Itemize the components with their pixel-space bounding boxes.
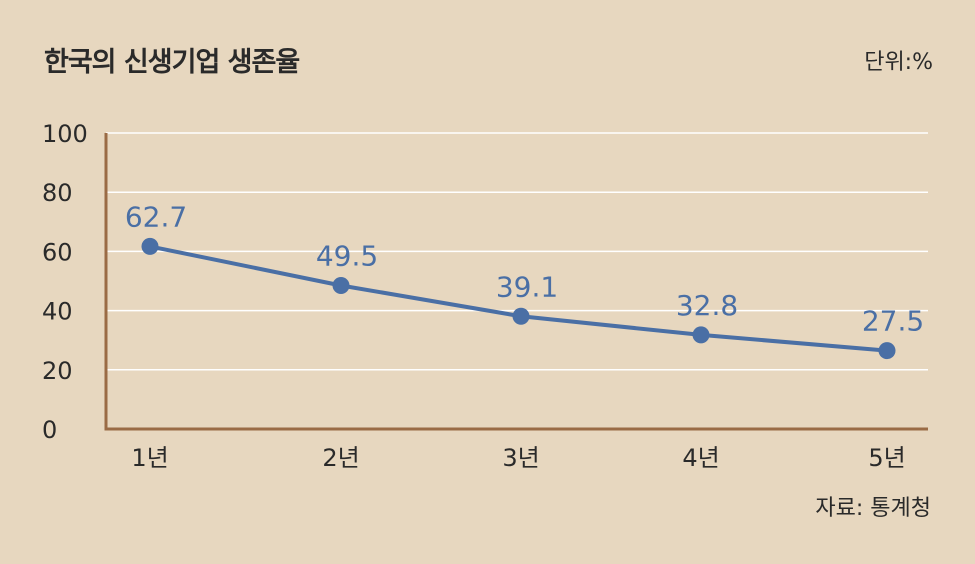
data-point bbox=[878, 342, 896, 360]
x-tick-label: 2년 bbox=[322, 444, 359, 472]
data-point bbox=[692, 326, 710, 344]
y-tick-labels: 0 20 40 60 80 100 bbox=[42, 120, 88, 444]
x-tick-label: 3년 bbox=[502, 444, 539, 472]
data-point bbox=[512, 307, 530, 325]
data-label: 62.7 bbox=[125, 200, 187, 233]
y-tick-label: 100 bbox=[42, 120, 88, 148]
y-tick-label: 80 bbox=[42, 179, 73, 207]
series bbox=[141, 237, 896, 360]
source-note: 자료: 통계청 bbox=[815, 496, 931, 521]
data-label: 39.1 bbox=[496, 270, 558, 303]
data-point bbox=[332, 276, 350, 294]
y-tick-label: 0 bbox=[42, 416, 57, 444]
data-label: 49.5 bbox=[316, 239, 378, 272]
x-tick-labels: 1년 2년 3년 4년 5년 bbox=[131, 444, 905, 472]
gridlines bbox=[106, 132, 928, 371]
data-label: 27.5 bbox=[862, 305, 924, 338]
x-tick-label: 5년 bbox=[868, 444, 905, 472]
chart-title: 한국의 신생기업 생존율 bbox=[44, 47, 300, 78]
data-label: 32.8 bbox=[676, 289, 738, 322]
y-tick-label: 20 bbox=[42, 357, 73, 385]
axes bbox=[104, 133, 928, 431]
data-point bbox=[141, 237, 159, 255]
unit-label: 단위:% bbox=[864, 50, 933, 75]
x-tick-label: 4년 bbox=[682, 444, 719, 472]
y-tick-label: 60 bbox=[42, 238, 73, 266]
data-labels: 62.7 49.5 39.1 32.8 27.5 bbox=[125, 200, 924, 337]
x-tick-label: 1년 bbox=[131, 444, 168, 472]
y-tick-label: 40 bbox=[42, 298, 73, 326]
